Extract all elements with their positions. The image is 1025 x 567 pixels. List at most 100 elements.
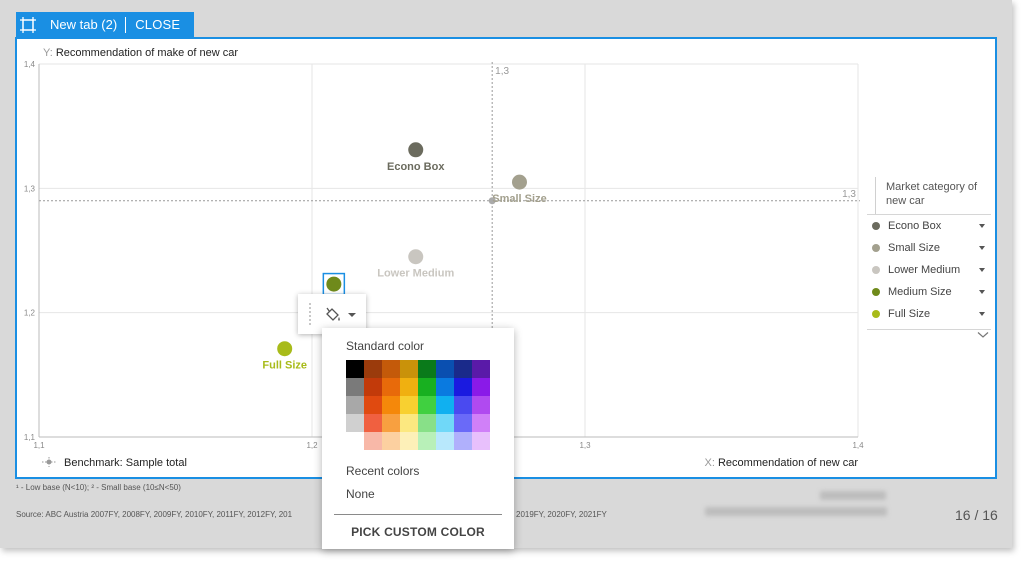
close-tab-button[interactable]: CLOSE (135, 17, 181, 32)
color-swatch[interactable] (364, 432, 382, 450)
legend: Market category of new car Econo Box Smal… (867, 177, 991, 338)
color-swatch[interactable] (418, 432, 436, 450)
legend-item[interactable]: Small Size (867, 237, 991, 259)
color-swatch[interactable] (454, 360, 472, 378)
color-swatch[interactable] (400, 378, 418, 396)
data-point[interactable] (408, 249, 424, 265)
color-swatch[interactable] (472, 360, 490, 378)
color-swatch[interactable] (436, 432, 454, 450)
tab-title[interactable]: New tab (2) (50, 17, 118, 32)
color-swatch[interactable] (382, 360, 400, 378)
source-note-right: 2019FY, 2020FY, 2021FY (516, 510, 607, 519)
standard-color-palette (346, 360, 490, 450)
data-point-label: Lower Medium (377, 268, 454, 280)
legend-swatch (872, 288, 880, 296)
legend-divider (867, 214, 991, 215)
color-swatch[interactable] (382, 414, 400, 432)
color-swatch[interactable] (436, 414, 454, 432)
x-tick-label: 1,3 (579, 441, 591, 450)
color-swatch[interactable] (454, 432, 472, 450)
caret-down-icon[interactable] (348, 313, 356, 317)
color-swatch[interactable] (346, 396, 364, 414)
color-swatch[interactable] (364, 378, 382, 396)
legend-title: Market category of new car (875, 177, 991, 214)
color-picker-divider (334, 514, 502, 515)
x-axis-text: Recommendation of new car (718, 457, 858, 469)
legend-item[interactable]: Lower Medium (867, 259, 991, 281)
color-swatch[interactable] (364, 396, 382, 414)
base-footnote: ¹ - Low base (N<10); ² - Small base (10≤… (16, 483, 181, 492)
benchmark-y-label: 1,3 (842, 189, 856, 200)
page-number: 16 / 16 (955, 507, 998, 523)
color-swatch[interactable] (436, 396, 454, 414)
caret-down-icon[interactable] (979, 246, 985, 250)
caret-down-icon[interactable] (979, 268, 985, 272)
color-swatch[interactable] (346, 432, 364, 450)
data-point-label: Econo Box (387, 161, 445, 173)
benchmark-legend-label: Benchmark: Sample total (64, 457, 187, 469)
paint-bucket-icon[interactable] (324, 306, 342, 324)
benchmark-point (488, 197, 496, 205)
color-swatch[interactable] (382, 396, 400, 414)
x-axis-prefix: X: (705, 457, 718, 469)
caret-down-icon[interactable] (979, 290, 985, 294)
color-swatch[interactable] (472, 414, 490, 432)
y-tick-label: 1,1 (24, 433, 36, 442)
chevron-down-icon[interactable] (977, 331, 989, 339)
color-swatch[interactable] (364, 360, 382, 378)
color-swatch[interactable] (346, 378, 364, 396)
color-swatch[interactable] (418, 396, 436, 414)
color-swatch[interactable] (400, 396, 418, 414)
legend-item[interactable]: Full Size (867, 303, 991, 325)
color-swatch[interactable] (436, 360, 454, 378)
data-point[interactable] (277, 341, 293, 357)
color-swatch[interactable] (418, 414, 436, 432)
legend-item-label: Lower Medium (888, 264, 961, 276)
color-swatch[interactable] (472, 432, 490, 450)
legend-item-label: Small Size (888, 242, 940, 254)
color-swatch[interactable] (454, 396, 472, 414)
data-point[interactable] (408, 142, 424, 158)
legend-item[interactable]: Econo Box (867, 215, 991, 237)
benchmark-legend-dot (46, 459, 52, 465)
color-swatch[interactable] (418, 378, 436, 396)
color-picker: Standard color Recent colors None PICK C… (322, 328, 514, 549)
x-tick-label: 1,1 (33, 441, 45, 450)
legend-item[interactable]: Medium Size (867, 281, 991, 303)
caret-down-icon[interactable] (979, 224, 985, 228)
legend-swatch (872, 266, 880, 274)
legend-divider-bottom (867, 329, 991, 330)
data-point[interactable] (326, 276, 342, 292)
color-swatch[interactable] (454, 414, 472, 432)
pick-custom-color-button[interactable]: PICK CUSTOM COLOR (351, 525, 485, 539)
color-swatch[interactable] (400, 414, 418, 432)
tab-bar: New tab (2) CLOSE (16, 12, 195, 37)
data-point[interactable] (511, 174, 527, 190)
color-swatch[interactable] (436, 378, 454, 396)
color-swatch[interactable] (400, 360, 418, 378)
color-swatch[interactable] (346, 360, 364, 378)
select-frame-icon[interactable] (16, 12, 40, 37)
legend-items: Econo Box Small Size Lower Medium Medium Si… (867, 215, 991, 325)
drag-handle[interactable] (309, 303, 313, 325)
legend-swatch (872, 222, 880, 230)
standard-color-label: Standard color (346, 339, 425, 353)
recent-colors-value: None (346, 487, 375, 501)
y-tick-label: 1,4 (24, 60, 36, 69)
color-swatch[interactable] (418, 360, 436, 378)
caret-down-icon[interactable] (979, 312, 985, 316)
legend-swatch (872, 244, 880, 252)
y-axis-title: Y: Recommendation of make of new car (43, 47, 238, 59)
legend-item-label: Full Size (888, 308, 931, 320)
blurred-text (820, 491, 886, 500)
color-swatch[interactable] (454, 378, 472, 396)
color-swatch[interactable] (472, 396, 490, 414)
color-swatch[interactable] (382, 378, 400, 396)
x-tick-label: 1,4 (852, 441, 864, 450)
color-swatch[interactable] (472, 378, 490, 396)
format-toolbar (298, 294, 366, 334)
color-swatch[interactable] (382, 432, 400, 450)
color-swatch[interactable] (346, 414, 364, 432)
color-swatch[interactable] (400, 432, 418, 450)
color-swatch[interactable] (364, 414, 382, 432)
